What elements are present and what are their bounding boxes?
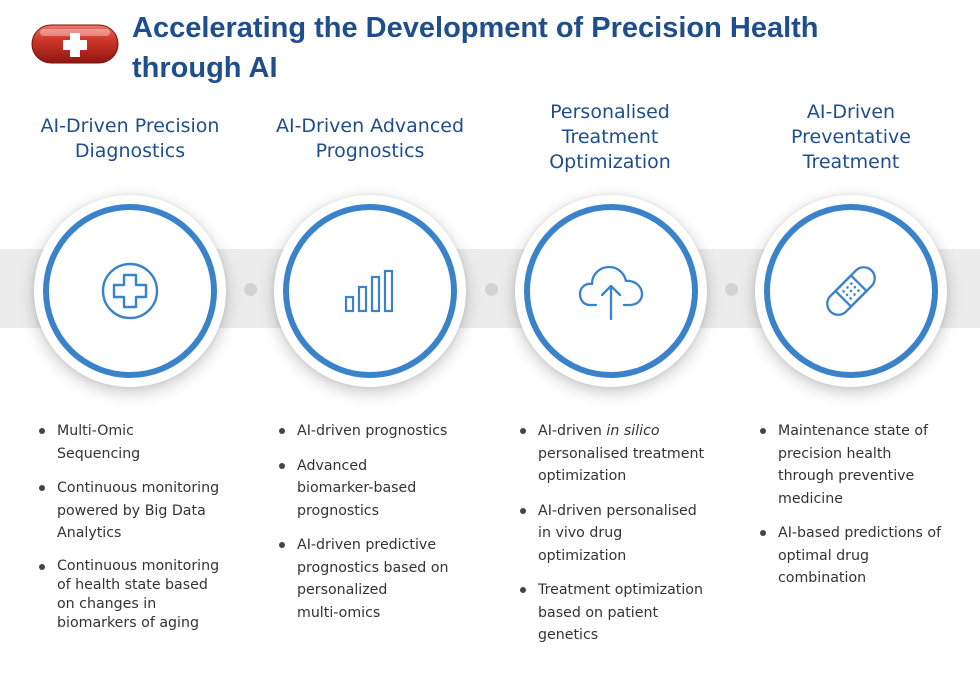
list-item: AI-driven personalised in vivo drug opti… [517, 500, 727, 568]
column-title-prognostics: AI-Driven Advanced Prognostics [275, 115, 465, 162]
cloud-upload-icon [578, 265, 644, 321]
list-item: Maintenance state of precision health th… [757, 420, 972, 510]
preventative-treatment-list: Maintenance state of precision health th… [757, 420, 972, 602]
column-title-preventative-treatment: AI-Driven Preventative Treatment [791, 101, 911, 173]
diagnostics-circle [34, 195, 226, 387]
list-item: AI-driven in silico personalised treatme… [517, 420, 727, 488]
bandage-icon [826, 266, 876, 316]
diagnostics-list: Multi-Omic Sequencing Continuous monitor… [36, 420, 236, 645]
connector-dot [725, 283, 738, 296]
column-title-diagnostics: AI-Driven Precision Diagnostics [40, 115, 220, 162]
list-item: AI-driven prognostics [276, 420, 476, 443]
treatment-optimization-list: AI-driven in silico personalised treatme… [517, 420, 727, 659]
prognostics-circle [274, 195, 466, 387]
list-item: Continuous monitoring powered by Big Dat… [36, 477, 236, 545]
list-item: Multi-Omic Sequencing [36, 420, 236, 465]
prognostics-list: AI-driven prognostics Advanced biomarker… [276, 420, 476, 636]
medical-cross-icon [101, 262, 159, 320]
connector-dot [485, 283, 498, 296]
bar-chart-icon [344, 269, 394, 313]
treatment-optimization-circle [515, 195, 707, 387]
preventative-treatment-circle [755, 195, 947, 387]
list-item: AI-driven predictive prognostics based o… [276, 534, 476, 624]
page-title: Accelerating the Development of Precisio… [132, 12, 819, 84]
list-item: AI-based predictions of optimal drug com… [757, 522, 972, 590]
list-item: Continuous monitoring of health state ba… [36, 557, 236, 633]
connector-dot [244, 283, 257, 296]
medicine-capsule-icon [31, 24, 119, 64]
column-title-treatment-optimization: Personalised Treatment Optimization [549, 101, 671, 173]
list-item: Treatment optimization based on patient … [517, 579, 727, 647]
list-item: Advanced biomarker-based prognostics [276, 455, 476, 523]
